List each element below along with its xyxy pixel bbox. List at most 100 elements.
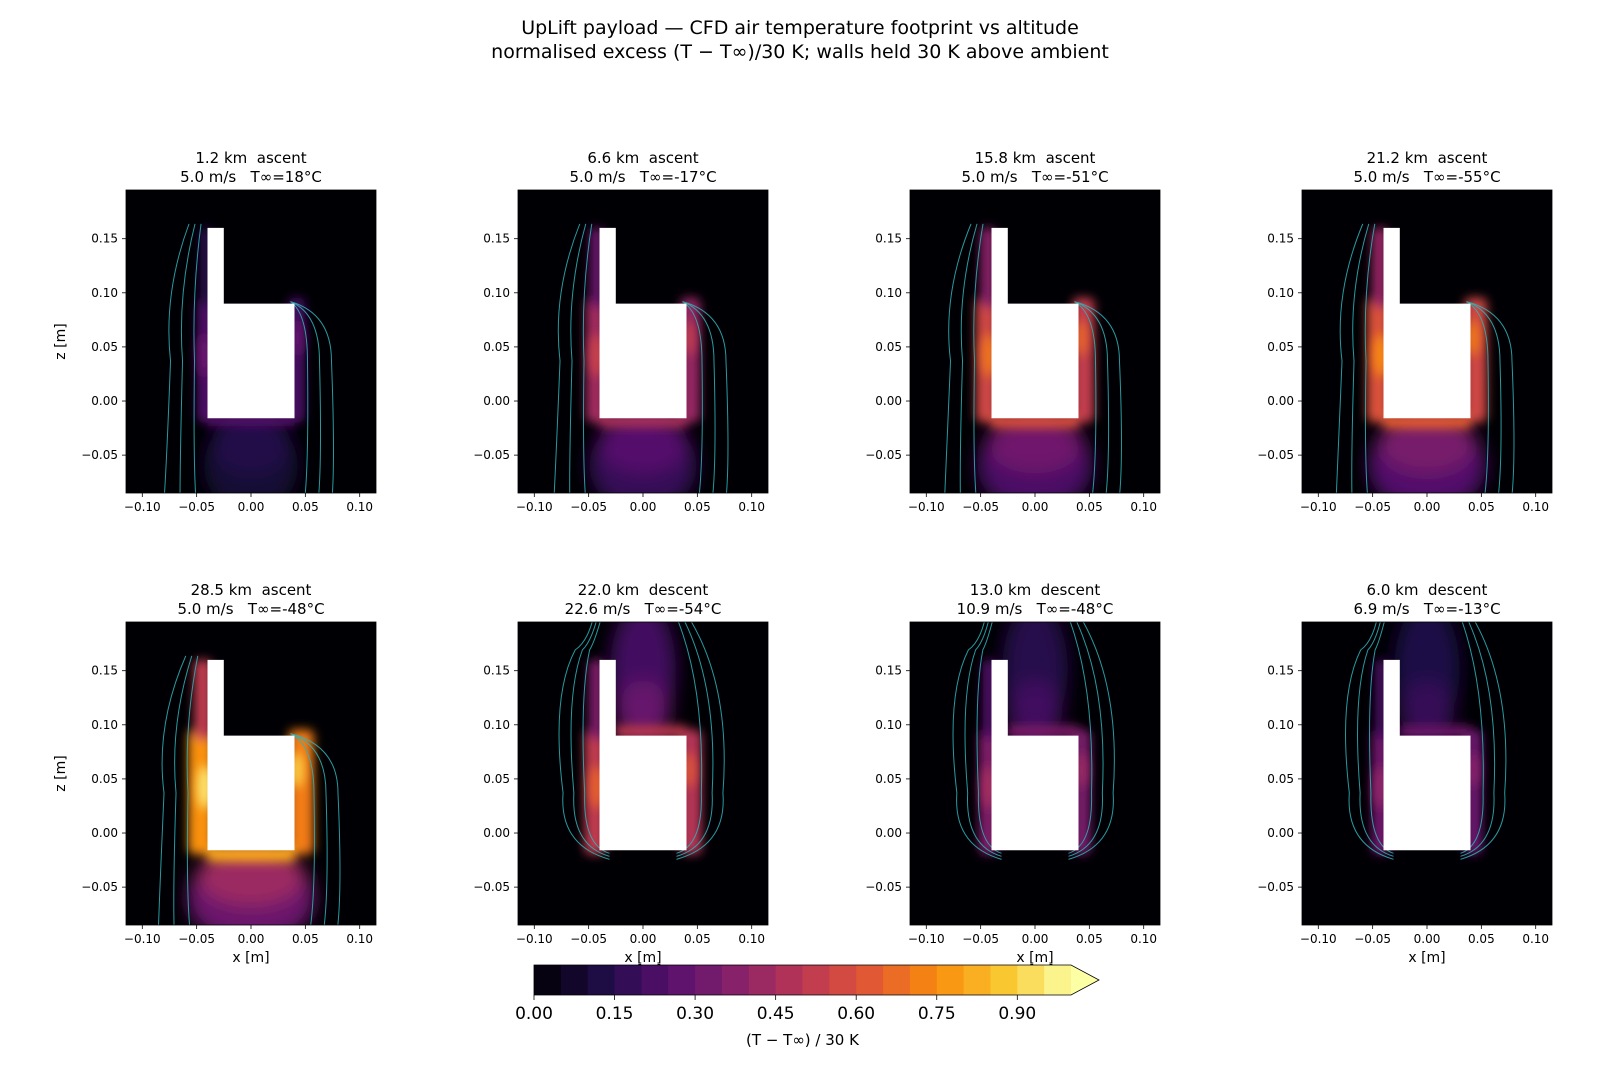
contour-lines xyxy=(558,622,725,860)
y-tick-label: 0.10 xyxy=(1267,286,1294,300)
contour-line xyxy=(1364,223,1489,493)
x-tick-label: 0.05 xyxy=(684,500,711,514)
contour-line xyxy=(1345,622,1507,860)
contour-line xyxy=(959,223,1110,493)
colorbar-segment xyxy=(721,965,750,995)
colorbar-segment xyxy=(1044,965,1072,995)
contour-lines xyxy=(952,622,1115,860)
panel-subtitle: 5.0 m/s T∞=-48°C xyxy=(177,600,324,618)
contour-line xyxy=(158,655,341,925)
figure-title: UpLift payload — CFD air temperature foo… xyxy=(521,17,1079,39)
contour-line xyxy=(1357,622,1496,857)
colorbar-segment xyxy=(936,965,965,995)
x-tick-label: 0.05 xyxy=(292,932,319,946)
panel-title: 6.0 km descent xyxy=(1367,581,1488,599)
x-tick-label: 0.10 xyxy=(738,932,765,946)
x-tick-label: 0.00 xyxy=(630,932,657,946)
colorbar-segment xyxy=(695,965,723,995)
contour-line xyxy=(553,223,729,493)
colorbar-segment xyxy=(802,965,830,995)
x-tick-label: 0.05 xyxy=(1076,932,1103,946)
contour-lines xyxy=(553,223,729,493)
colorbar-tick-label: 0.30 xyxy=(676,1004,714,1024)
x-tick-label: 0.10 xyxy=(1522,932,1549,946)
contour-line xyxy=(569,223,716,493)
y-tick-label: 0.05 xyxy=(91,772,118,786)
contour-line xyxy=(558,622,725,860)
colorbar-segment xyxy=(909,965,938,995)
y-tick-label: 0.10 xyxy=(91,286,118,300)
colorbar-tick-label: 0.60 xyxy=(837,1004,875,1024)
x-tick-label: −0.05 xyxy=(962,500,999,514)
contour-line xyxy=(570,622,714,857)
contour-line xyxy=(186,655,315,925)
colorbar-segment xyxy=(963,965,991,995)
y-tick-label: 0.05 xyxy=(91,340,118,354)
colorbar-tick-label: 0.15 xyxy=(596,1004,634,1024)
contour-lines xyxy=(944,223,1122,493)
wake-plume xyxy=(204,413,298,493)
x-tick-label: 0.10 xyxy=(738,500,765,514)
colorbar-segment xyxy=(534,965,562,995)
contour-line xyxy=(582,622,703,854)
x-tick-label: −0.10 xyxy=(124,932,161,946)
y-tick-label: 0.05 xyxy=(1267,340,1294,354)
y-tick-label: 0.05 xyxy=(875,772,902,786)
y-tick-label: 0.00 xyxy=(875,394,902,408)
contour-line xyxy=(193,223,309,493)
y-tick-label: −0.05 xyxy=(1257,448,1294,462)
y-tick-label: 0.15 xyxy=(91,232,118,246)
y-tick-label: 0.15 xyxy=(483,664,510,678)
x-tick-label: 0.00 xyxy=(630,500,657,514)
contour-line xyxy=(1351,223,1502,493)
y-tick-label: 0.15 xyxy=(875,232,902,246)
x-axis-label: x [m] xyxy=(1408,950,1445,966)
x-tick-label: −0.10 xyxy=(516,932,553,946)
y-tick-label: −0.05 xyxy=(473,448,510,462)
colorbar-tick-label: 0.75 xyxy=(918,1004,956,1024)
y-tick-label: −0.05 xyxy=(865,448,902,462)
y-tick-label: 0.00 xyxy=(483,394,510,408)
temperature-field xyxy=(952,622,1115,860)
x-tick-label: −0.05 xyxy=(1354,500,1391,514)
colorbar-segment xyxy=(829,965,857,995)
y-tick-label: 0.00 xyxy=(1267,826,1294,840)
colorbar-segment xyxy=(990,965,1018,995)
x-tick-label: −0.10 xyxy=(1300,932,1337,946)
colorbar-segment xyxy=(1017,965,1045,995)
payload-outline xyxy=(1383,659,1471,851)
payload-outline xyxy=(599,227,687,419)
x-tick-label: 0.10 xyxy=(346,932,373,946)
panel-title: 13.0 km descent xyxy=(970,581,1101,599)
colorbar-tick-label: 0.90 xyxy=(998,1004,1036,1024)
colorbar-segment xyxy=(560,965,589,995)
panel-subtitle: 5.0 m/s T∞=18°C xyxy=(180,168,322,186)
y-tick-label: 0.15 xyxy=(1267,664,1294,678)
payload-outline xyxy=(207,227,295,419)
y-tick-label: 0.00 xyxy=(91,826,118,840)
x-tick-label: 0.00 xyxy=(238,932,265,946)
y-tick-label: 0.15 xyxy=(1267,232,1294,246)
x-tick-label: 0.10 xyxy=(1130,500,1157,514)
x-tick-label: 0.10 xyxy=(1522,500,1549,514)
y-tick-label: 0.00 xyxy=(875,826,902,840)
x-tick-label: −0.10 xyxy=(908,932,945,946)
panel-subtitle: 5.0 m/s T∞=-17°C xyxy=(569,168,716,186)
colorbar-segment xyxy=(775,965,803,995)
colorbar: 0.00 0.15 0.30 0.45 0.60 0.75 0.90 (T − T∞) / 3… xyxy=(515,964,1100,1049)
y-axis-label: z [m] xyxy=(53,755,69,791)
contour-lines xyxy=(158,655,341,925)
contour-line xyxy=(1369,622,1484,854)
colorbar-frame xyxy=(533,964,1100,996)
y-tick-label: 0.00 xyxy=(483,826,510,840)
contour-lines xyxy=(1335,223,1515,493)
contour-line xyxy=(944,223,1122,493)
contour-line xyxy=(173,655,328,925)
y-tick-label: 0.10 xyxy=(875,286,902,300)
